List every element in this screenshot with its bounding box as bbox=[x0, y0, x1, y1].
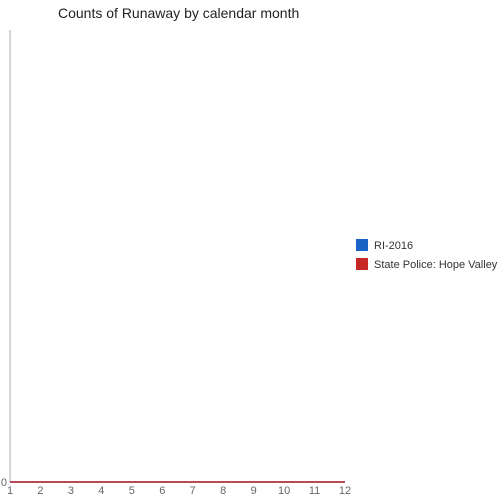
y-axis-ticks: 0 bbox=[1, 477, 7, 489]
x-tick-label: 9 bbox=[251, 485, 257, 497]
x-tick-label: 12 bbox=[339, 485, 351, 497]
legend-swatch-1 bbox=[356, 239, 368, 251]
legend: RI-2016 State Police: Hope Valley bbox=[356, 239, 498, 271]
legend-label-2: State Police: Hope Valley bbox=[374, 259, 498, 271]
x-tick-label: 5 bbox=[129, 485, 135, 497]
legend-swatch-2 bbox=[356, 258, 368, 270]
x-tick-label: 4 bbox=[98, 485, 104, 497]
legend-label-1: RI-2016 bbox=[374, 240, 413, 252]
chart-title: Counts of Runaway by calendar month bbox=[58, 5, 299, 21]
x-tick-label: 1 bbox=[7, 485, 13, 497]
x-tick-label: 10 bbox=[278, 485, 290, 497]
x-tick-label: 3 bbox=[68, 485, 74, 497]
x-axis-ticks: 1 2 3 4 5 6 7 8 9 10 11 12 bbox=[7, 485, 351, 497]
x-tick-label: 7 bbox=[190, 485, 196, 497]
x-tick-label: 6 bbox=[159, 485, 165, 497]
x-tick-label: 11 bbox=[309, 485, 320, 497]
x-tick-label: 8 bbox=[220, 485, 226, 497]
x-tick-label: 2 bbox=[37, 485, 43, 497]
y-tick-label: 0 bbox=[1, 477, 7, 489]
